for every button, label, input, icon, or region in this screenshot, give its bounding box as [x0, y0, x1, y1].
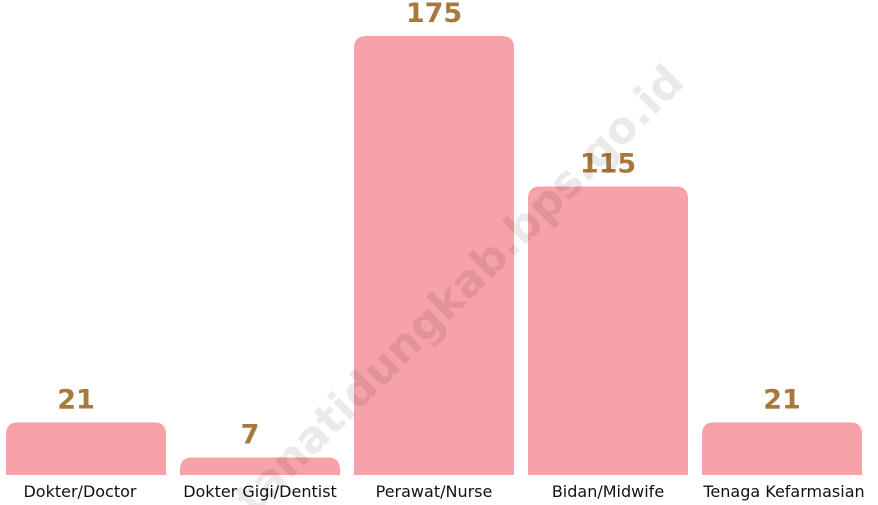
x-tick-label: Dokter/Doctor [23, 482, 136, 501]
bar [354, 36, 514, 475]
x-tick-label: Dokter Gigi/Dentist [183, 482, 337, 501]
bar [702, 422, 862, 475]
bar [180, 457, 340, 475]
value-label: 21 [57, 384, 95, 415]
bar [528, 186, 688, 475]
x-tick-label: Tenaga Kefarmasian [702, 482, 864, 501]
x-tick-label: Perawat/Nurse [376, 482, 493, 501]
value-label: 175 [406, 0, 462, 29]
value-label: 115 [580, 149, 636, 180]
value-label: 7 [241, 419, 260, 450]
x-tick-label: Bidan/Midwife [552, 482, 664, 501]
value-label: 21 [763, 384, 801, 415]
bar [6, 422, 166, 475]
bars: 21 Dokter/Doctor 7 Dokter Gigi/Dentist 175 Pe… [6, 0, 865, 501]
